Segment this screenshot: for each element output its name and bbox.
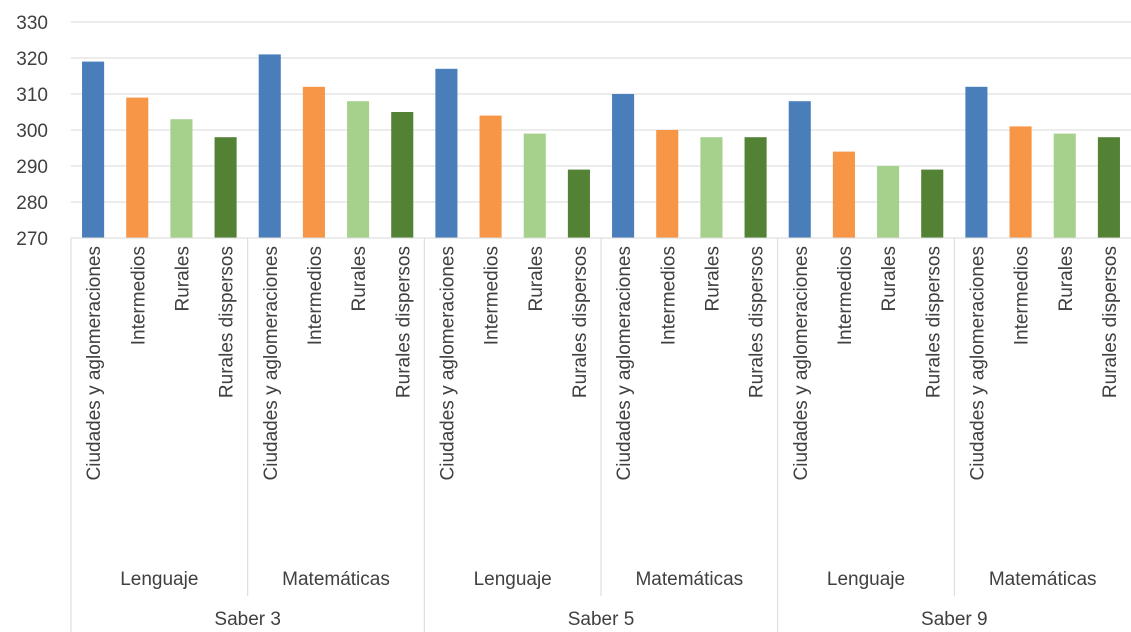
bar (523, 133, 546, 238)
category-label: Intermedios (128, 246, 149, 345)
y-tick-label: 270 (16, 229, 48, 250)
category-label: Ciudades y aglomeraciones (437, 246, 458, 480)
category-label: Rurales (1056, 246, 1077, 311)
bar (656, 130, 679, 238)
category-label: Rurales (172, 246, 193, 311)
bars (82, 54, 1120, 239)
category-label: Rurales dispersos (570, 246, 591, 398)
bar (1097, 137, 1120, 238)
bar (258, 54, 281, 239)
category-label: Rurales dispersos (217, 246, 238, 398)
bar (744, 137, 767, 238)
subject-label: Lenguaje (474, 569, 552, 590)
subject-label: Matemáticas (282, 569, 390, 590)
category-label: Ciudades y aglomeraciones (791, 246, 812, 480)
category-label: Intermedios (1012, 246, 1033, 345)
x-axis: Ciudades y aglomeraciones Intermedios Rura… (70, 237, 1131, 632)
category-label: Ciudades y aglomeraciones (614, 246, 635, 480)
subject-label: Lenguaje (120, 569, 198, 590)
bar (1009, 126, 1032, 238)
test-label: Saber 5 (568, 609, 635, 630)
bar (1053, 133, 1076, 238)
y-tick-label: 290 (16, 157, 48, 178)
category-label: Ciudades y aglomeraciones (261, 246, 282, 480)
bar (479, 115, 502, 238)
bar (126, 97, 149, 238)
category-label: Rurales (526, 246, 547, 311)
bar (788, 101, 811, 238)
subject-label: Lenguaje (827, 569, 905, 590)
category-label: Rurales (879, 246, 900, 311)
subject-label: Matemáticas (635, 569, 743, 590)
bar (391, 112, 414, 238)
bar (435, 68, 458, 238)
category-label: Intermedios (482, 246, 503, 345)
category-label: Intermedios (658, 246, 679, 345)
category-label: Rurales (349, 246, 370, 311)
y-tick-label: 280 (16, 193, 48, 214)
test-label: Saber 3 (214, 609, 281, 630)
bar (82, 61, 105, 238)
category-label: Rurales dispersos (747, 246, 768, 398)
bar (612, 94, 635, 238)
category-label: Rurales dispersos (393, 246, 414, 398)
y-tick-label: 310 (16, 85, 48, 106)
y-tick-label: 300 (16, 121, 48, 142)
bar (347, 101, 370, 238)
y-tick-label: 330 (16, 13, 48, 34)
y-axis: 270 280 290 300 310 320 330 (16, 13, 48, 250)
bar (567, 169, 590, 238)
bar (877, 166, 900, 238)
bar (700, 137, 723, 238)
bar (832, 151, 855, 238)
bar (921, 169, 944, 238)
bar (302, 86, 325, 238)
bar (170, 119, 193, 238)
category-label: Rurales dispersos (1100, 246, 1121, 398)
category-label: Ciudades y aglomeraciones (84, 246, 105, 480)
bar (214, 137, 237, 238)
subject-label: Matemáticas (989, 569, 1097, 590)
bar (965, 86, 988, 238)
category-label: Intermedios (835, 246, 856, 345)
gridlines (71, 21, 1131, 239)
category-label: Ciudades y aglomeraciones (967, 246, 988, 480)
test-label: Saber 9 (921, 609, 988, 630)
y-tick-label: 320 (16, 49, 48, 70)
category-label: Rurales (702, 246, 723, 311)
category-label: Intermedios (305, 246, 326, 345)
category-label: Rurales dispersos (923, 246, 944, 398)
